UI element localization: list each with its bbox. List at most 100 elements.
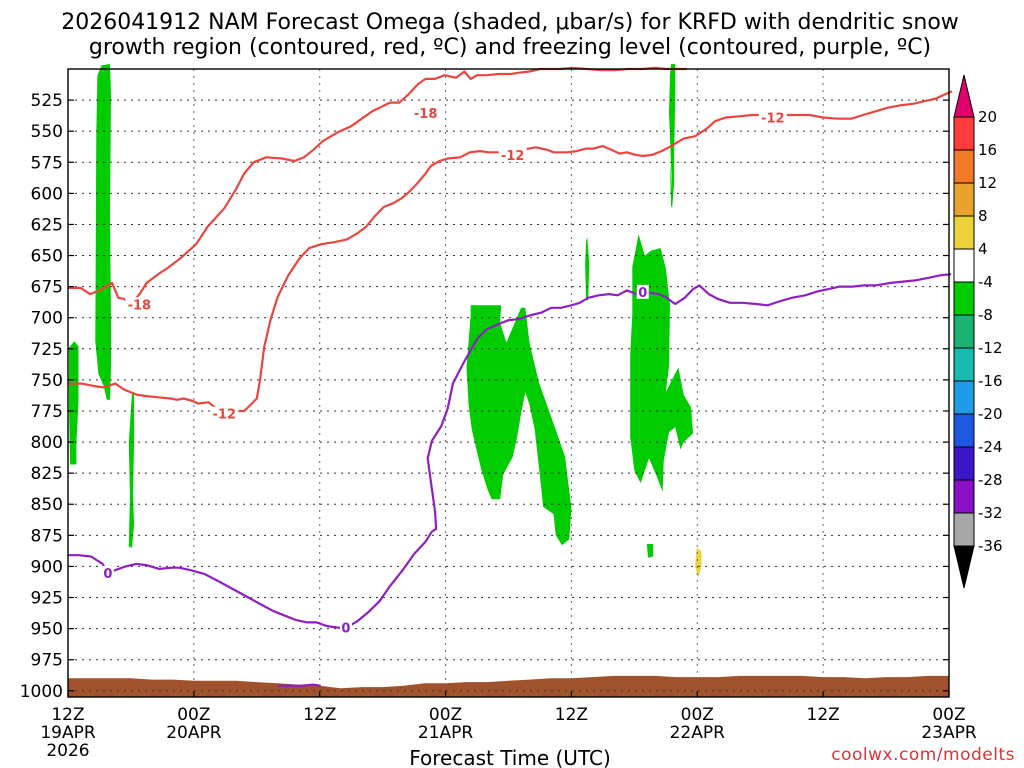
y-axis: 525 550 575 600 625 650 675 700 725 750 775 800 825 8… — [20, 91, 949, 702]
colorbar-segment — [953, 314, 975, 349]
contour-label-bg — [101, 565, 114, 580]
colorbar-label: -32 — [978, 504, 1003, 522]
x-tick-label: 12Z — [807, 705, 840, 725]
x-tick-label: 00Z — [681, 705, 714, 725]
x-axis-title: Forecast Time (UTC) — [409, 746, 611, 768]
x-tick-label: 12Z — [51, 705, 84, 725]
y-tick-label: 725 — [31, 340, 63, 360]
x-tick-label: 12Z — [555, 705, 588, 725]
y-tick-label: 750 — [31, 371, 63, 391]
colorbar-bottom-arrow — [953, 545, 975, 589]
omega_neg_d — [466, 305, 572, 546]
contour-label-bg — [210, 406, 239, 421]
freezing_level_0 — [68, 273, 952, 630]
contour-label-bg — [411, 105, 440, 120]
colorbar-segment — [953, 182, 975, 217]
freezing_level_0_low — [277, 683, 321, 687]
plot-frame — [67, 68, 950, 698]
contour-label-bg — [125, 297, 154, 312]
contour-label-bg — [758, 110, 787, 125]
colorbar-label: -8 — [978, 306, 993, 324]
colorbar-segment — [953, 479, 975, 514]
contour-label: 0 — [103, 567, 112, 582]
x-tick-label: 00Z — [429, 705, 462, 725]
colorbar-segment — [953, 380, 975, 415]
colorbar-top-arrow — [953, 74, 975, 118]
x-tick-label: 23APR — [921, 723, 977, 743]
colorbar-label: 16 — [978, 141, 997, 159]
omega_neg_h — [646, 544, 654, 558]
omega_neg_f — [630, 234, 694, 492]
y-tick-label: 600 — [31, 184, 63, 204]
omega_neg_b — [95, 64, 111, 400]
y-tick-label: 775 — [31, 402, 63, 422]
title-group: 2026041912 NAM Forecast Omega (shaded, μ… — [61, 10, 959, 60]
contour-label: 0 — [341, 622, 350, 637]
contour-label: -12 — [501, 149, 525, 164]
x-tick-label: 19APR — [40, 723, 96, 743]
contour-label: -18 — [414, 107, 438, 122]
x-tick-label: 22APR — [670, 723, 726, 743]
omega_neg_e — [585, 236, 590, 301]
x-tick-label: 00Z — [932, 705, 965, 725]
y-tick-label: 525 — [31, 91, 63, 111]
colorbar-label: -36 — [978, 537, 1003, 555]
colorbar-segment — [953, 215, 975, 250]
contour-label: -18 — [128, 298, 152, 313]
colorbar-segment — [953, 413, 975, 448]
colorbar-label: -24 — [978, 438, 1003, 456]
colorbar-label: 8 — [978, 207, 988, 225]
credit-text[interactable]: coolwx.com/modelts — [831, 745, 1015, 765]
y-tick-label: 950 — [31, 620, 63, 640]
colorbar-label: -16 — [978, 372, 1003, 390]
title-line-2: growth region (contoured, red, ºC) and f… — [89, 35, 931, 60]
y-tick-label: 925 — [31, 589, 63, 609]
omega_neg_c — [128, 392, 135, 548]
colorbar-label: -12 — [978, 339, 1003, 357]
omega_neg_a — [69, 341, 79, 465]
y-tick-label: 875 — [31, 526, 63, 546]
x-tick-label: 20APR — [166, 723, 222, 743]
contour-label-bg — [339, 620, 352, 635]
colorbar-segment — [953, 116, 975, 151]
contour-label-bg — [498, 148, 527, 163]
y-tick-label: 625 — [31, 215, 63, 235]
colorbar-label: -28 — [978, 471, 1003, 489]
x-tick-label: 12Z — [303, 705, 336, 725]
below_ground — [68, 675, 949, 697]
colorbar-segment — [953, 281, 975, 316]
contour-label: 0 — [638, 286, 647, 301]
y-tick-label: 550 — [31, 122, 63, 142]
omega_pos_a — [695, 547, 702, 578]
colorbar: 20 16 12 8 4 -4 -8 -12 -16 -20 -24 -28 -32 -36 — [953, 74, 1003, 589]
y-tick-label: 1000 — [20, 682, 63, 702]
title-line-1: 2026041912 NAM Forecast Omega (shaded, μ… — [61, 10, 959, 35]
colorbar-segment — [953, 347, 975, 382]
colorbar-segment — [953, 446, 975, 481]
y-tick-label: 850 — [31, 495, 63, 515]
colorbar-label: -20 — [978, 405, 1003, 423]
colorbar-segment — [953, 248, 975, 283]
y-tick-label: 800 — [31, 433, 63, 453]
x-tick-label: 21APR — [418, 723, 474, 743]
y-tick-label: 900 — [31, 557, 63, 577]
contour-label-bg — [636, 284, 649, 299]
y-tick-label: 975 — [31, 651, 63, 671]
contour-label: -12 — [213, 408, 237, 423]
dgz_-18 — [68, 66, 687, 307]
contour-label: -12 — [761, 112, 785, 127]
colorbar-label: 4 — [978, 240, 988, 258]
y-tick-label: 675 — [31, 278, 63, 298]
y-tick-label: 650 — [31, 247, 63, 267]
colorbar-label: 12 — [978, 174, 997, 192]
x-tick-label: 2026 — [46, 741, 89, 761]
colorbar-segment — [953, 149, 975, 184]
y-tick-label: 575 — [31, 153, 63, 173]
colorbar-label: -4 — [978, 273, 993, 291]
x-tick-label: 00Z — [177, 705, 210, 725]
colorbar-segment — [953, 512, 975, 547]
y-tick-label: 825 — [31, 464, 63, 484]
omega_neg_g — [669, 64, 676, 209]
